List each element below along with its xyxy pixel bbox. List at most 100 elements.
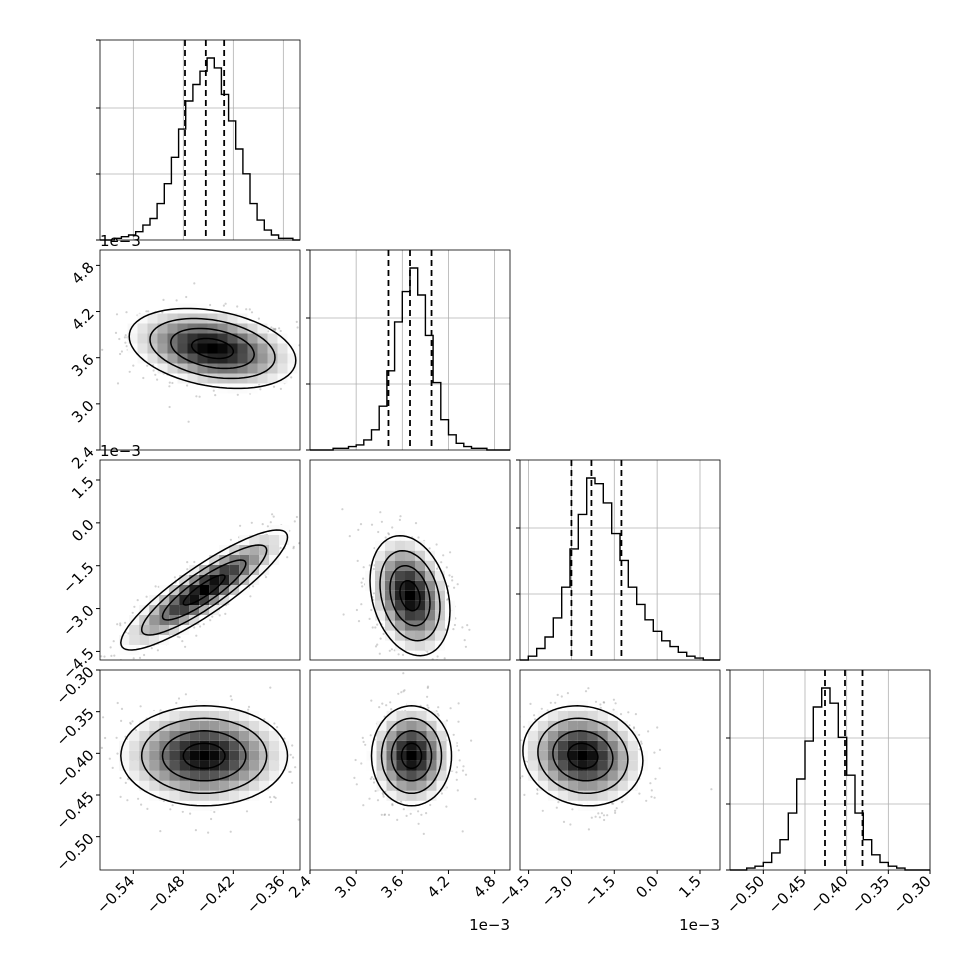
sample-point (533, 714, 536, 717)
sample-point (474, 797, 477, 801)
sample-point (602, 701, 605, 704)
density-cell (217, 343, 228, 354)
contour-line (399, 579, 421, 612)
density-cell (187, 373, 198, 384)
density-cell (267, 333, 278, 344)
density-cell (119, 645, 130, 655)
sample-point (302, 775, 304, 777)
density-cell (597, 720, 608, 731)
sample-point (292, 547, 295, 550)
sample-point (46, 686, 48, 688)
density-cell (119, 740, 130, 751)
sample-point (171, 381, 174, 385)
density-cell (219, 700, 230, 711)
sample-point (266, 525, 269, 528)
sample-point (100, 655, 103, 658)
sample-point (272, 328, 275, 331)
density-cell (229, 565, 240, 575)
sample-point (379, 637, 382, 640)
density-cell (139, 780, 150, 791)
sample-point (632, 727, 636, 730)
density-cell (386, 710, 397, 721)
sample-point (370, 523, 374, 526)
sample-point (656, 726, 659, 729)
density-cell (179, 605, 190, 615)
sample-point (127, 778, 130, 781)
density-cell (239, 740, 250, 751)
density-cell (239, 780, 250, 791)
density-cell (557, 760, 568, 771)
density-cell (189, 595, 200, 605)
density-cell (249, 720, 260, 731)
sample-point (382, 632, 385, 636)
sample-point (377, 530, 380, 534)
density-cell (209, 770, 220, 781)
density-cell (267, 353, 278, 364)
sample-point (362, 577, 365, 580)
density-cell (597, 790, 608, 801)
contour-line (170, 327, 255, 370)
density-cell (385, 620, 395, 631)
density-cell (227, 313, 238, 324)
density-cell (269, 545, 280, 555)
density-cell (547, 780, 558, 791)
density-cell (249, 750, 260, 761)
density-cell (189, 615, 200, 625)
sample-point (247, 705, 251, 709)
x-tick-label: 3.6 (378, 872, 408, 902)
sample-point (397, 692, 400, 695)
sample-point (291, 781, 294, 784)
density-cell (366, 760, 377, 771)
sample-point (129, 721, 132, 724)
sample-point (374, 626, 377, 629)
sample-point (146, 364, 149, 367)
sample-point (127, 632, 130, 635)
sample-point (455, 778, 458, 781)
density-cell (557, 780, 568, 791)
density-cell (395, 540, 405, 551)
density-cell (587, 750, 598, 761)
sample-point (121, 666, 123, 668)
sample-point (115, 736, 118, 739)
density-cell (396, 720, 407, 731)
density-cell (385, 560, 395, 571)
x-tick-label: −3.0 (538, 872, 576, 910)
sample-point (87, 788, 89, 790)
sample-point (110, 666, 112, 668)
density-cell (617, 740, 628, 751)
sample-point (401, 653, 405, 657)
sample-point (195, 634, 198, 637)
sample-point (402, 808, 405, 811)
sample-point (372, 592, 376, 595)
contours (120, 529, 289, 651)
density-cell (207, 373, 218, 384)
density-cell (119, 750, 130, 761)
y-tick-label: −0.50 (52, 830, 97, 875)
y-tick-label: −1.5 (59, 559, 97, 597)
density-cell (597, 750, 608, 761)
sample-point (599, 706, 602, 709)
sample-point (274, 328, 277, 331)
density-cell (627, 750, 638, 761)
density-cell (199, 605, 210, 615)
density-cell (179, 700, 190, 711)
density-cell (149, 615, 160, 625)
y-tick-label: −0.35 (52, 705, 97, 750)
density-cell (597, 740, 608, 751)
x-tick-label: 4.2 (424, 872, 454, 902)
sample-point (426, 704, 429, 707)
density-cell (167, 323, 178, 334)
density-cell (557, 750, 568, 761)
contours (120, 705, 289, 807)
density-cell (209, 605, 220, 615)
density-cell (446, 760, 457, 771)
density-cell (415, 610, 425, 621)
sample-point (214, 394, 217, 397)
sample-point (362, 804, 365, 807)
sample-point (134, 728, 137, 732)
density-cell (527, 770, 538, 781)
density-cell (577, 740, 588, 751)
contour-line (537, 717, 629, 795)
sample-point (218, 665, 220, 667)
sample-point (274, 327, 277, 330)
